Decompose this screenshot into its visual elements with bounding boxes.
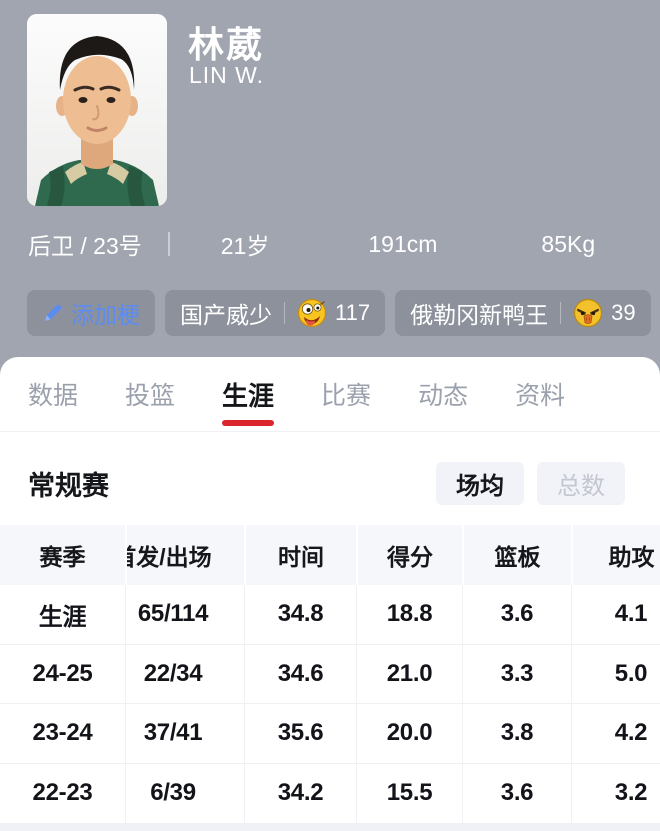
table-cell: 6/39 [125,763,244,823]
tab-feed[interactable]: 动态 [418,382,469,410]
table-cell: 37/41 [125,704,244,764]
meme-tag-2-label: 俄勒冈新鸭王 [410,302,549,328]
table-cell: 21.0 [356,644,462,704]
column-header-minutes: 时间 [244,525,356,585]
player-height: 191cm [368,230,438,257]
player-name: 林葳 [188,24,265,65]
pencil-icon [45,304,62,321]
per-game-toggle[interactable]: 场均 [436,462,524,505]
column-header-points: 得分 [356,525,462,585]
player-weight: 85Kg [541,230,596,257]
tab-profile[interactable]: 资料 [515,382,566,410]
section-title: 常规赛 [28,471,109,501]
table-cell: 3.6 [462,763,571,823]
meme-tag-1[interactable]: 国产威少 117 [165,290,386,336]
info-divider [167,232,170,256]
tab-career[interactable]: 生涯 [222,357,274,431]
table-cell-value: 22/34 [143,659,203,687]
tab-bar: 数据 投篮 生涯 比赛 动态 资料 [0,357,660,432]
badge-row: 添加梗 国产威少 117 俄勒冈新鸭王 [27,290,651,336]
table-cell: 34.2 [244,763,356,823]
add-meme-label: 添加梗 [71,302,140,328]
table-cell: 3.6 [462,585,571,645]
table-cell: 20.0 [356,704,462,764]
table-cell-value: 37/41 [143,719,203,747]
table-cell: 35.6 [244,704,356,764]
column-header-starts-games: 首发/出场 [125,525,244,585]
tab-data[interactable]: 数据 [28,382,79,410]
next-section-strip [0,823,660,831]
column-header-rebounds: 篮板 [462,525,571,585]
badge-divider [284,302,285,324]
meme-tag-1-label: 国产威少 [180,302,272,328]
totals-toggle[interactable]: 总数 [537,462,625,505]
table-cell-value: 65/114 [137,600,209,628]
table-cell-value: 6/39 [150,779,196,807]
table-cell: 生涯 [0,585,125,645]
badge-divider [560,302,562,324]
table-cell: 18.8 [356,585,462,645]
table-cell: 24-25 [0,645,125,704]
season-section-header: 常规赛 场均 总数 [0,462,660,505]
table-cell: 3.2 [571,763,660,823]
hero-section: 林葳 LIN W. 后卫 / 23号 21岁 191cm 85Kg 添加梗 国产… [0,0,660,357]
add-meme-button[interactable]: 添加梗 [27,290,155,336]
player-position-number: 后卫 / 23号 [28,233,142,259]
table-cell: 65/114 [125,585,244,645]
player-info-row: 后卫 / 23号 21岁 191cm 85Kg [28,227,595,261]
content-card: 数据 投篮 生涯 比赛 动态 资料 常规赛 场均 总数 赛季 首发/出场 时间 [0,357,660,831]
active-tab-indicator [222,420,275,426]
meme-tag-1-count: 117 [335,300,371,325]
career-stats-table[interactable]: 赛季 首发/出场 时间 得分 篮板 助攻 生涯 65/114 34.8 18.8… [0,525,660,823]
player-name-en: LIN W. [189,62,265,88]
table-cell: 34.6 [244,644,356,704]
column-header-starts-games-label: 首发/出场 [127,544,212,570]
table-cell: 3.3 [462,644,571,704]
crazy-laugh-emoji [297,298,327,328]
column-header-assists: 助攻 [571,525,660,585]
player-photo[interactable] [27,14,167,206]
tab-shooting[interactable]: 投篮 [125,382,176,410]
table-cell: 4.2 [571,704,660,764]
table-cell: 5.0 [571,644,660,704]
tab-career-label: 生涯 [222,380,275,411]
stats-grid: 赛季 首发/出场 时间 得分 篮板 助攻 生涯 65/114 34.8 18.8… [0,525,660,823]
tab-games[interactable]: 比赛 [321,382,372,410]
angry-duck-emoji [573,298,603,328]
table-cell: 15.5 [356,763,462,823]
table-cell: 34.8 [244,585,356,645]
player-portrait-image [27,14,167,206]
table-cell: 23-24 [0,704,125,764]
meme-tag-2-count: 39 [611,300,636,325]
player-age: 21岁 [220,233,270,259]
table-cell: 3.8 [462,704,571,764]
meme-tag-2[interactable]: 俄勒冈新鸭王 39 [395,290,651,336]
stat-mode-toggle: 场均 总数 [436,462,625,505]
table-cell: 4.1 [571,585,660,645]
column-header-season: 赛季 [0,525,125,585]
table-cell: 22/34 [125,644,244,704]
table-cell: 22-23 [32,779,93,807]
